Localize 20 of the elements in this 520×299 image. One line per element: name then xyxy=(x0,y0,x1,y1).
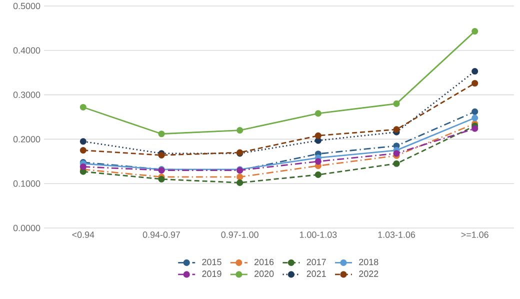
legend-label: 2016 xyxy=(254,258,274,266)
legend-label: 2018 xyxy=(359,258,378,266)
x-tick-label: 1.00-1.03 xyxy=(300,232,337,238)
y-tick-label: 0.3000 xyxy=(13,92,40,98)
legend-label: 2022 xyxy=(359,270,378,277)
x-tick-label: >=1.06 xyxy=(461,232,488,238)
y-tick-label: 0.1000 xyxy=(13,180,40,187)
x-tick-label: 0.97-1.00 xyxy=(221,232,258,238)
legend-label: 2017 xyxy=(306,258,326,266)
y-tick-label: 0.5000 xyxy=(13,2,40,10)
legend-label: 2020 xyxy=(254,270,274,277)
y-tick-label: 0.0000 xyxy=(13,224,40,232)
x-tick-label: 0.94-0.97 xyxy=(142,232,180,238)
y-tick-label: 0.2000 xyxy=(13,136,40,142)
legend-label: 2019 xyxy=(202,270,222,277)
y-tick-label: 0.4000 xyxy=(13,47,40,54)
x-tick-label: 1.03-1.06 xyxy=(378,232,416,238)
x-tick-label: <0.94 xyxy=(72,232,94,238)
legend-label: 2015 xyxy=(202,258,222,266)
legend-label: 2021 xyxy=(306,270,326,277)
